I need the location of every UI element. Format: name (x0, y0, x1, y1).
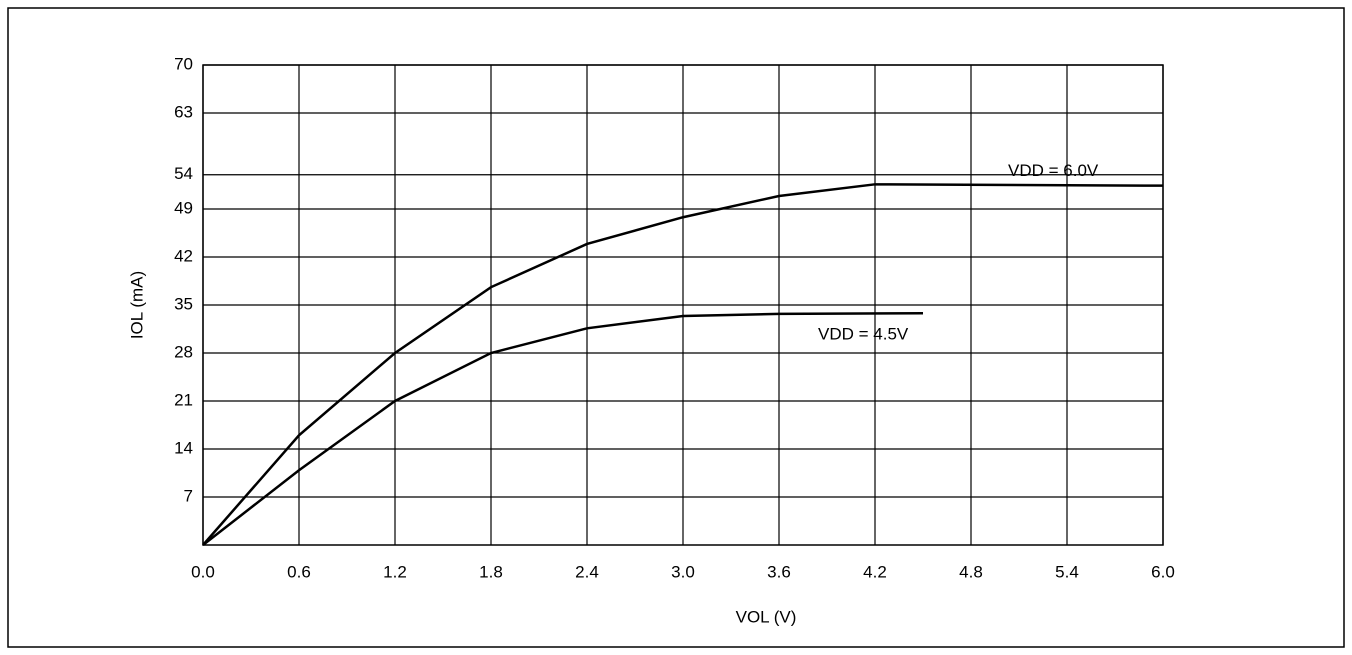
series-label: VDD = 6.0V (1008, 161, 1099, 180)
y-tick-label: 54 (174, 164, 193, 183)
frame (7, 7, 1345, 648)
y-tick-label: 35 (174, 294, 193, 313)
y-tick-label: 42 (174, 246, 193, 265)
y-tick-label: 49 (174, 198, 193, 217)
x-tick-label: 4.8 (959, 562, 983, 581)
series-line (202, 183, 1164, 546)
x-tick-label: 3.6 (767, 562, 791, 581)
y-axis-label: IOL (mA) (127, 271, 146, 339)
x-tick-label: 1.2 (383, 562, 407, 581)
x-tick-label: 2.4 (575, 562, 599, 581)
x-tick-label: 0.0 (191, 562, 215, 581)
series-line (202, 311, 924, 546)
x-tick-label: 0.6 (287, 562, 311, 581)
y-tick-label: 63 (174, 102, 193, 121)
x-axis-label: VOL (V) (736, 607, 797, 626)
x-tick-label: 6.0 (1151, 562, 1175, 581)
series-label: VDD = 4.5V (818, 325, 909, 344)
x-tick-label: 3.0 (671, 562, 695, 581)
y-tick-label: 21 (174, 390, 193, 409)
y-tick-label: 14 (174, 438, 193, 457)
x-tick-label: 4.2 (863, 562, 887, 581)
y-tick-label: 70 (174, 54, 193, 73)
x-tick-label: 5.4 (1055, 562, 1079, 581)
x-tick-label: 1.8 (479, 562, 503, 581)
y-tick-label: 28 (174, 342, 193, 361)
y-tick-label: 7 (184, 486, 193, 505)
